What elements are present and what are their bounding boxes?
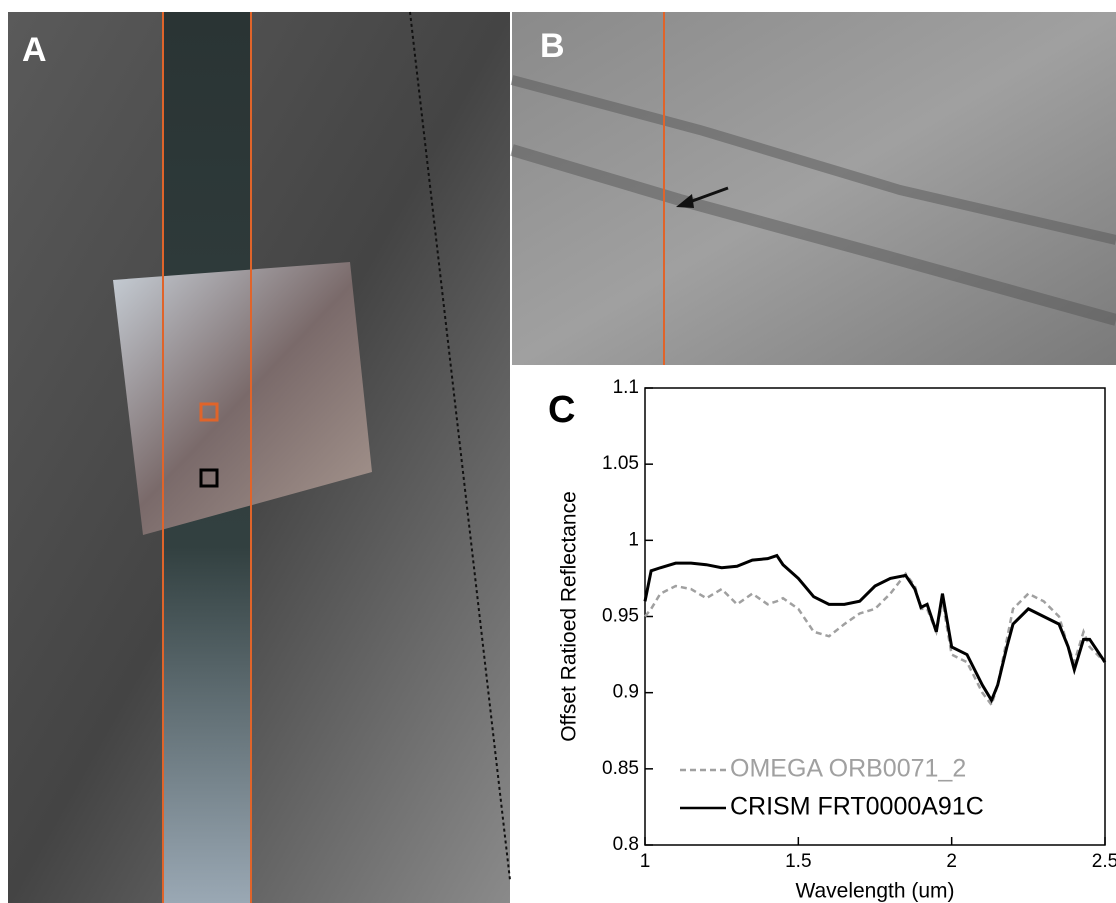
y-tick-label: 0.8	[613, 834, 639, 855]
y-tick-label: 0.95	[602, 606, 639, 627]
panel-b-image	[510, 12, 1116, 365]
panel-label: B	[540, 27, 565, 65]
x-tick-label: 1.5	[785, 851, 811, 872]
y-tick-label: 0.9	[613, 682, 639, 703]
x-tick-label: 1	[640, 851, 651, 872]
y-tick-label: 1.05	[602, 453, 639, 474]
x-tick-label: 2	[946, 851, 957, 872]
y-tick-label: 1.1	[613, 377, 639, 398]
series-line	[643, 553, 1107, 704]
x-tick-label: 2.5	[1092, 851, 1116, 872]
panel-label: A	[22, 31, 47, 69]
y-tick-label: 0.85	[602, 758, 639, 779]
legend-label: OMEGA ORB0071_2	[730, 755, 966, 783]
x-axis-label: Wavelength (um)	[795, 880, 954, 903]
legend-label: CRISM FRT0000A91C	[730, 793, 984, 821]
chart: 0.8 0.85 0.9 0.95 1 1.05 1.1 1 1.5 2 2.5 Wavelength…	[558, 377, 1116, 903]
panel-label: C	[548, 389, 575, 431]
y-tick-label: 1	[628, 529, 639, 550]
panel-a-image	[8, 11, 511, 903]
y-axis-label: Offset Ratioed Reflectance	[558, 491, 581, 742]
